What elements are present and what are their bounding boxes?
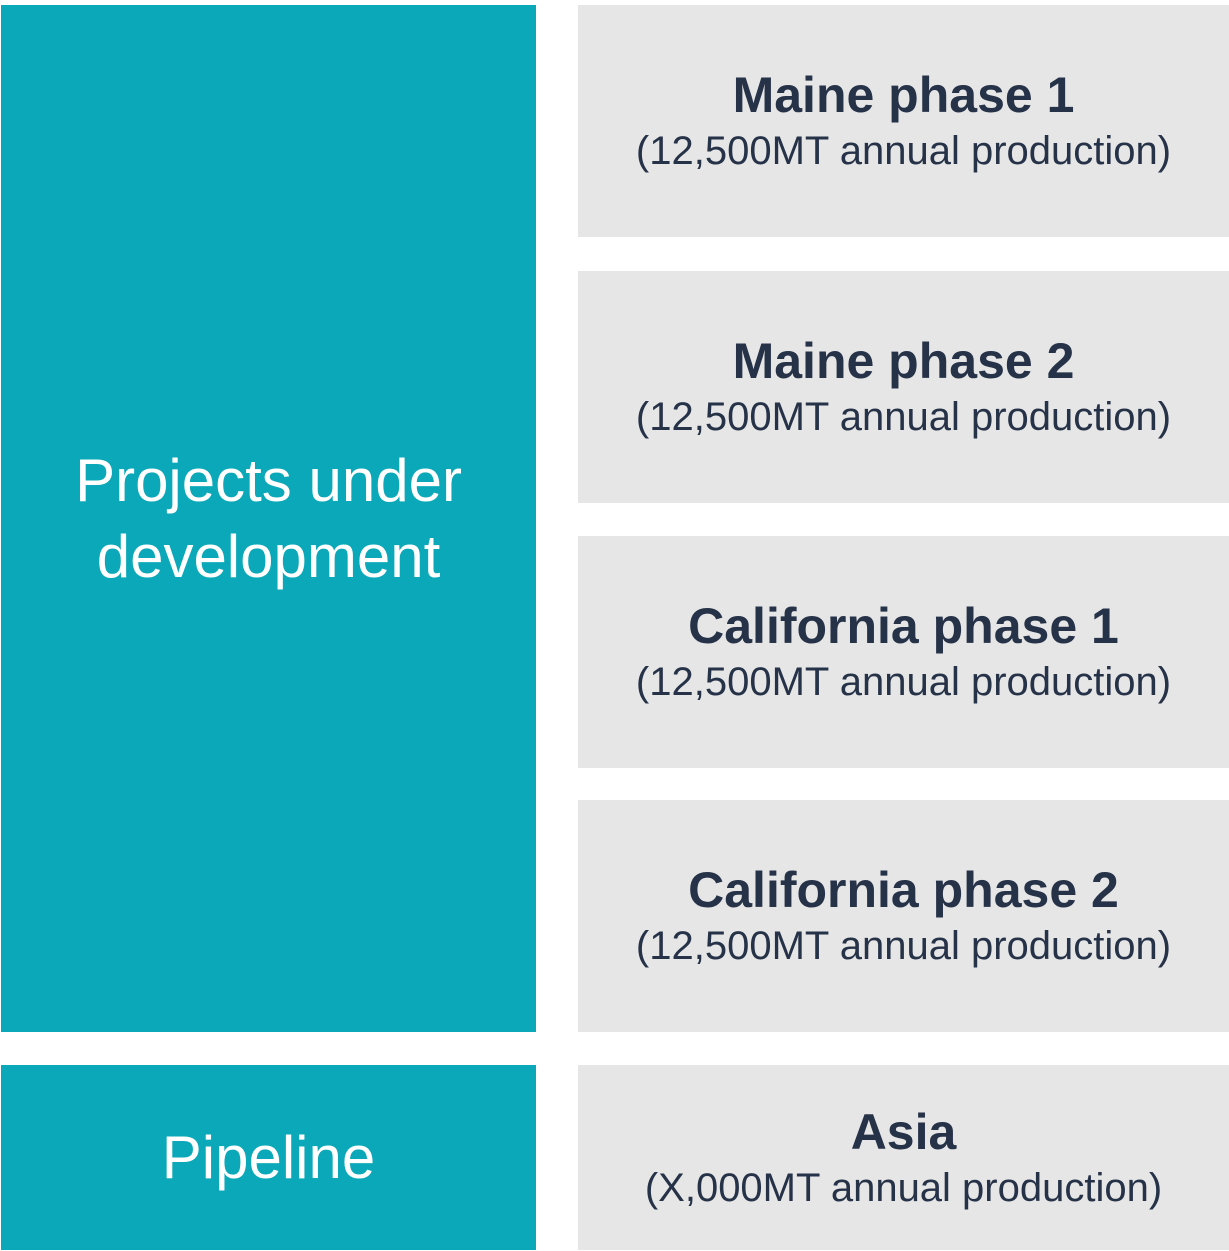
group-label: Projects under development [75, 446, 462, 590]
project-detail: (12,500MT annual production) [635, 924, 1172, 968]
project-name: Maine phase 1 [732, 67, 1075, 123]
group-label: Pipeline [161, 1123, 376, 1191]
project-detail: (12,500MT annual production) [635, 395, 1172, 439]
project-detail: (12,500MT annual production) [635, 129, 1172, 173]
project-name: Maine phase 2 [732, 333, 1075, 389]
project-name: California phase 2 [688, 862, 1119, 918]
project-box: Asia (X,000MT annual production) [578, 1065, 1229, 1250]
project-box: Maine phase 1 (12,500MT annual production… [578, 5, 1229, 237]
group-box: Projects under development [1, 5, 536, 1032]
project-detail: (X,000MT annual production) [644, 1165, 1163, 1210]
project-name: California phase 1 [688, 598, 1119, 654]
project-name: Asia [850, 1103, 957, 1160]
group-box: Pipeline [1, 1065, 536, 1250]
project-detail: (12,500MT annual production) [635, 660, 1172, 704]
project-box: Maine phase 2 (12,500MT annual production… [578, 271, 1229, 503]
project-box: California phase 1 (12,500MT annual produ… [578, 536, 1229, 768]
project-box: California phase 2 (12,500MT annual produ… [578, 800, 1229, 1032]
